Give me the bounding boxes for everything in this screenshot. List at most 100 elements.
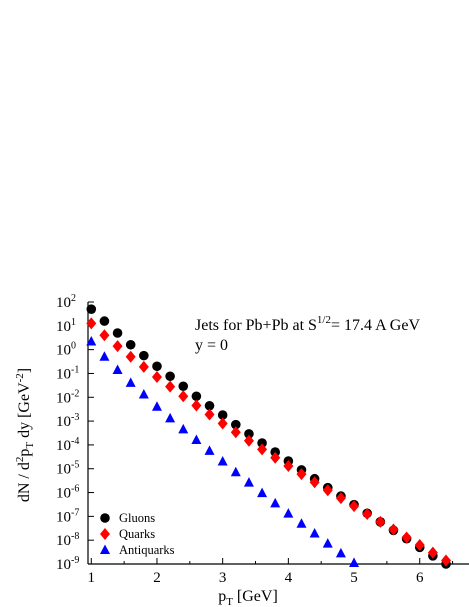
- gluons-point: [257, 438, 267, 448]
- y-label-part-4: dy [GeV: [16, 382, 33, 442]
- y-tick-exponent: 0: [71, 341, 76, 352]
- y-label-part-2: p: [16, 449, 33, 457]
- y-tick-base: 10: [56, 557, 71, 573]
- gluons-point: [152, 361, 162, 372]
- y-tick-base: 10: [56, 343, 71, 359]
- y-tick-exponent: -2: [71, 388, 79, 399]
- y-tick-label: 100: [56, 341, 76, 359]
- quarks-point: [125, 350, 136, 363]
- gluons-point: [204, 400, 215, 411]
- y-tick-base: 10: [56, 438, 71, 454]
- y-axis-label: dN / d2pT dy [GeV-2]: [14, 368, 36, 502]
- legend-marker-antiquarks: [100, 544, 110, 554]
- quarks-point: [138, 360, 149, 373]
- gluons-point: [165, 371, 175, 382]
- y-tick-exponent: -5: [71, 460, 79, 471]
- y-tick-base: 10: [56, 390, 71, 406]
- y-label-part-6: ]: [16, 368, 33, 373]
- antiquarks-point: [217, 456, 228, 466]
- x-axis-label-unit: [GeV]: [233, 588, 278, 605]
- x-tick-label: 2: [153, 570, 161, 586]
- quarks-point: [362, 507, 373, 520]
- annotation-main: Jets for Pb+Pb at S: [195, 317, 317, 334]
- quarks-point: [257, 443, 268, 456]
- antiquarks-point: [191, 434, 202, 445]
- antiquarks-point: [125, 377, 136, 387]
- quarks-point: [401, 531, 412, 544]
- y-tick-exponent: -9: [71, 555, 79, 566]
- y-tick-exponent: -6: [71, 484, 79, 495]
- antiquarks-point: [178, 423, 189, 434]
- annotation-sup: 1/2: [317, 314, 331, 326]
- quarks-point: [217, 417, 228, 430]
- y-tick-exponent: -7: [71, 507, 79, 518]
- quarks-point: [165, 380, 176, 393]
- y-tick-label: 10-6: [56, 484, 79, 502]
- annotation-tail: = 17.4 A GeV: [331, 317, 420, 334]
- antiquarks-point: [322, 538, 333, 548]
- y-tick-label: 10-9: [56, 555, 79, 573]
- antiquarks-point: [283, 508, 294, 518]
- y-tick-exponent: -4: [71, 436, 79, 447]
- quarks-point: [191, 399, 202, 412]
- y-tick-base: 10: [56, 366, 71, 382]
- gluons-point: [231, 419, 241, 430]
- y-tick-label: 10-3: [56, 412, 79, 430]
- quarks-point: [375, 515, 386, 528]
- antiquarks-point: [257, 487, 268, 498]
- quarks-point: [441, 554, 452, 567]
- y-tick-label: 101: [56, 317, 76, 335]
- y-tick-base: 10: [56, 295, 71, 311]
- antiquarks-point: [99, 351, 110, 361]
- y-label-part-5: -2: [14, 373, 26, 382]
- quarks-point: [427, 546, 438, 559]
- chart-annotation: Jets for Pb+Pb at S1/2= 17.4 A GeV: [195, 314, 420, 334]
- antiquarks-point: [138, 389, 149, 399]
- gluons-point: [217, 410, 228, 420]
- annotation-rapidity: y = 0: [195, 337, 228, 354]
- quarks-point: [335, 492, 346, 505]
- gluons-point: [178, 381, 189, 392]
- quarks-point: [270, 451, 281, 464]
- y-tick-label: 10-5: [56, 460, 79, 478]
- quarks-point: [243, 434, 254, 447]
- gluons-point: [112, 328, 123, 338]
- y-tick-exponent: -8: [71, 531, 79, 542]
- x-axis-label-sub: T: [226, 596, 233, 607]
- legend-marker-gluons: [100, 513, 110, 523]
- y-tick-label: 102: [56, 293, 76, 311]
- y-label-part-3: T: [24, 442, 36, 449]
- x-axis-label-main: p: [218, 588, 226, 605]
- quarks-point: [230, 426, 241, 439]
- legend-label-quarks: Quarks: [119, 527, 155, 541]
- antiquarks-point: [230, 466, 241, 477]
- gluons-point: [139, 350, 149, 361]
- quarks-point: [178, 390, 189, 403]
- antiquarks-point: [86, 335, 97, 346]
- quarks-point: [349, 500, 360, 513]
- quarks-point: [414, 538, 425, 551]
- x-tick-label: 6: [416, 570, 424, 586]
- quarks-point: [388, 523, 399, 536]
- x-tick-label: 4: [285, 570, 293, 586]
- legend: Gluons Quarks Antiquarks: [100, 511, 175, 557]
- gluons-point: [125, 339, 136, 350]
- legend-marker-quarks: [100, 528, 110, 540]
- axes: 1 2 3 4 5 610210110010-110-210-310-410-510-61…: [56, 293, 454, 586]
- quarks-point: [112, 340, 123, 353]
- y-tick-base: 10: [56, 486, 71, 502]
- x-tick-label: 1: [88, 570, 96, 586]
- x-axis-label: pT [GeV]: [218, 588, 278, 607]
- y-tick-exponent: 1: [71, 317, 76, 328]
- data-markers: [86, 304, 452, 569]
- y-label-part-1: 2: [14, 457, 26, 463]
- series-quarks: [86, 317, 452, 567]
- y-tick-base: 10: [56, 414, 71, 430]
- quarks-point: [283, 460, 294, 473]
- y-tick-exponent: -1: [71, 364, 79, 375]
- antiquarks-point: [270, 497, 281, 508]
- chart-annotation-rapidity: y = 0: [195, 337, 228, 354]
- antiquarks-point: [349, 557, 360, 568]
- y-tick-base: 10: [56, 462, 71, 478]
